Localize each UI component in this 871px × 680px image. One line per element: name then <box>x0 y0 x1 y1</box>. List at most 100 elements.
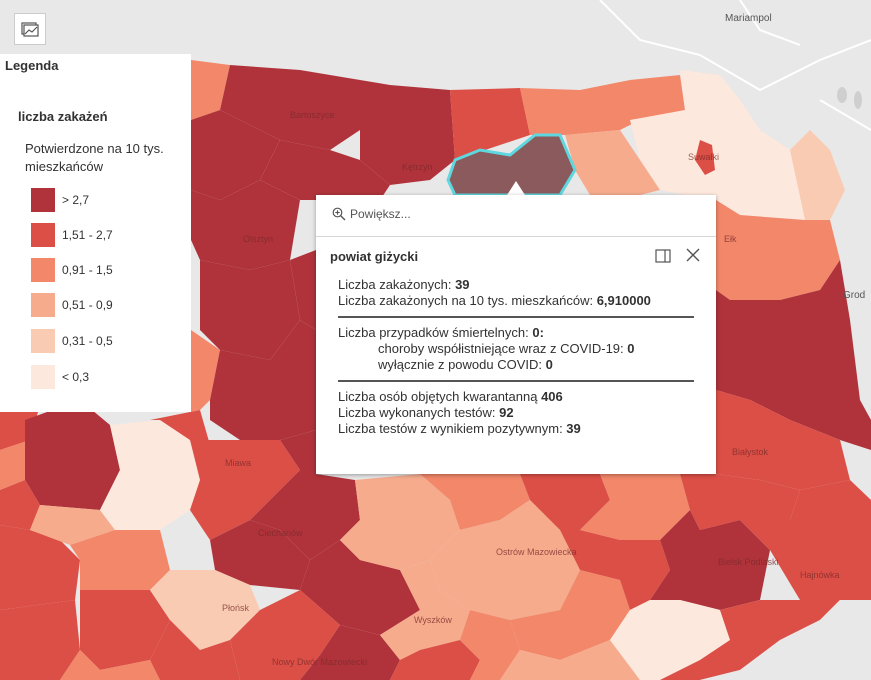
basemap-place-label: Grod <box>843 290 865 301</box>
county-region[interactable] <box>150 410 210 445</box>
county-region[interactable] <box>191 330 220 412</box>
county-region[interactable] <box>25 400 120 510</box>
dock-icon[interactable] <box>655 249 671 263</box>
county-region[interactable] <box>716 390 850 490</box>
county-region[interactable] <box>460 610 520 680</box>
county-region[interactable] <box>790 130 845 220</box>
county-region[interactable] <box>300 540 420 635</box>
legend-swatch <box>31 258 55 282</box>
county-region[interactable] <box>0 525 80 610</box>
county-region[interactable] <box>290 250 316 330</box>
legend-field-name: Potwierdzone na 10 tys. mieszkańców <box>25 141 164 174</box>
county-region[interactable] <box>520 474 610 530</box>
county-region[interactable] <box>100 420 200 530</box>
county-region[interactable] <box>150 570 260 650</box>
county-region[interactable] <box>0 600 80 680</box>
popup-rule <box>338 380 694 382</box>
county-region[interactable] <box>390 640 480 680</box>
county-region[interactable] <box>700 600 871 680</box>
popup-content: Liczba zakażonych: 39 Liczba zakażonych … <box>338 277 694 437</box>
field-value: 92 <box>499 405 514 420</box>
legend-swatch <box>31 223 55 247</box>
field-label: Liczba zakażonych: <box>338 277 456 292</box>
basemap-road <box>599 0 871 92</box>
county-region[interactable] <box>0 480 40 530</box>
county-region[interactable] <box>740 480 871 600</box>
field-value: 0: <box>532 325 544 340</box>
county-region[interactable] <box>360 80 455 185</box>
county-region[interactable] <box>210 320 316 440</box>
county-region[interactable] <box>500 640 640 680</box>
legend-item: < 0,3 <box>31 365 89 389</box>
county-region[interactable] <box>565 130 660 200</box>
county-region[interactable] <box>300 625 400 680</box>
county-region[interactable] <box>80 590 170 670</box>
county-region[interactable] <box>220 65 360 150</box>
field-label: Liczba testów z wynikiem pozytywnym: <box>338 421 567 436</box>
region-label: Płońsk <box>222 603 250 613</box>
county-region[interactable] <box>200 260 300 360</box>
legend-title: Legenda <box>5 58 59 73</box>
county-region[interactable] <box>650 510 770 610</box>
county-region[interactable] <box>560 530 670 610</box>
county-region[interactable] <box>60 650 160 680</box>
region-label: Nowy Dwór Mazowiecki <box>272 657 367 667</box>
basemap-road <box>739 0 801 46</box>
county-region[interactable] <box>260 140 390 200</box>
county-region[interactable] <box>191 110 280 200</box>
region-label: Bartoszyce <box>290 110 335 120</box>
region-label: Bielsk Podlaski <box>718 557 779 567</box>
field-label: Liczba osób objętych kwarantanną <box>338 389 542 404</box>
county-region[interactable] <box>340 474 460 570</box>
county-region[interactable] <box>580 474 690 540</box>
legend-item: 1,51 - 2,7 <box>31 223 113 247</box>
legend-swatch <box>31 293 55 317</box>
zoom-to-button[interactable]: Powiększ... <box>332 207 411 221</box>
region-label: Suwałki <box>688 152 719 162</box>
county-region[interactable] <box>191 60 230 120</box>
county-region[interactable] <box>695 140 715 175</box>
county-region[interactable] <box>150 620 240 680</box>
county-region[interactable] <box>420 474 530 530</box>
county-region[interactable] <box>191 180 300 270</box>
county-region[interactable] <box>70 530 170 590</box>
county-region[interactable] <box>450 88 530 160</box>
county-region[interactable] <box>716 260 871 450</box>
county-region[interactable] <box>190 440 300 540</box>
legend-swatch <box>31 329 55 353</box>
county-region[interactable] <box>250 430 360 560</box>
popup-row: wyłącznie z powodu COVID: 0 <box>338 357 694 373</box>
popup-row: Liczba zakażonych na 10 tys. mieszkańców… <box>338 293 694 309</box>
popup-row: Liczba testów z wynikiem pozytywnym: 39 <box>338 421 694 437</box>
county-region[interactable] <box>660 600 840 680</box>
region-label: Hajnówka <box>800 570 840 580</box>
legend-panel: Legenda liczba zakażeń Potwierdzone na 1… <box>0 54 191 412</box>
field-value: 0 <box>545 357 553 372</box>
region-label: Wyszków <box>414 615 452 625</box>
county-region[interactable] <box>680 474 800 530</box>
county-region[interactable] <box>630 70 810 220</box>
county-region[interactable] <box>30 505 115 545</box>
county-region[interactable] <box>230 590 340 680</box>
county-regions[interactable] <box>0 60 871 680</box>
basemap-gallery-button[interactable] <box>14 13 46 45</box>
county-region[interactable] <box>510 570 630 660</box>
county-region[interactable] <box>0 440 30 490</box>
county-region[interactable] <box>716 200 840 300</box>
basemap-icon <box>21 22 39 37</box>
basemap-lake <box>837 87 847 103</box>
highlighted-county[interactable] <box>446 133 577 197</box>
legend-item: 0,31 - 0,5 <box>31 329 113 353</box>
feature-popup: Powiększ... powiat giżycki Liczba zakażo… <box>316 195 716 474</box>
county-region[interactable] <box>520 75 685 135</box>
legend-layer-name: liczba zakażeń <box>18 109 108 124</box>
county-region[interactable] <box>210 520 310 590</box>
close-icon[interactable] <box>685 247 701 263</box>
county-region[interactable] <box>430 500 580 620</box>
county-region[interactable] <box>380 560 470 660</box>
region-label: Miawa <box>225 458 251 468</box>
field-value: 6,910000 <box>596 293 651 308</box>
popup-row: Liczba osób objętych kwarantanną 406 <box>338 389 694 405</box>
region-label: Kętrzyn <box>402 162 433 172</box>
